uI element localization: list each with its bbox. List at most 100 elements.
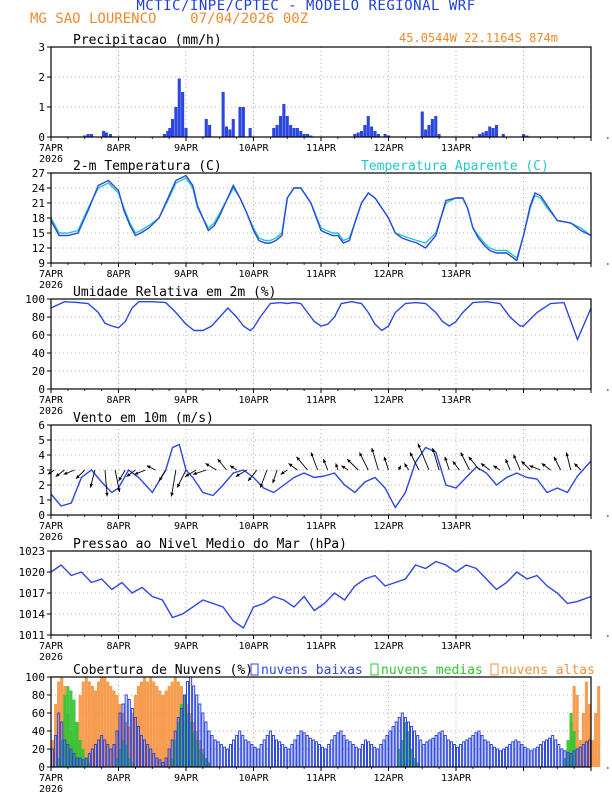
wind-arrow <box>171 469 177 497</box>
precip-bar <box>488 126 492 137</box>
cloud-bar-medium <box>72 699 76 767</box>
humidity-title: Umidade Relativa em 2m (%) <box>73 285 277 300</box>
cloud-bar-high <box>130 713 134 767</box>
wind-arrow-head <box>117 488 121 492</box>
temperature-series-line <box>50 177 592 260</box>
y-tick-label: 0 <box>38 761 45 774</box>
cloud-bar-low <box>452 744 457 768</box>
cloud-bar-medium <box>170 758 174 767</box>
cloud-bar-medium <box>406 731 410 767</box>
cloud-bar-low <box>210 735 214 768</box>
wind-arrow-head <box>574 463 579 468</box>
precip-bar <box>166 131 170 137</box>
cloud-bar-medium <box>66 686 70 767</box>
precip-bar <box>86 134 90 137</box>
precip-bar <box>228 129 232 137</box>
precip-panel: 0 1 2 3 7APR 8APR 9APR 10APR 11APR 12APR 13APR 2026… <box>38 33 609 165</box>
cloud-bar-high <box>133 695 137 767</box>
precip-bar <box>501 134 505 137</box>
cloud-bar-low <box>456 746 460 768</box>
wind-arrow-head <box>217 459 222 463</box>
precip-bar <box>521 134 526 137</box>
y-tick-label: 15 <box>32 227 45 240</box>
precip-bar <box>383 134 387 137</box>
precip-title: Precipitacao (mm/h) <box>73 33 222 48</box>
x-tick-label: 7APR <box>39 143 64 154</box>
wind-arrow-head <box>554 456 558 461</box>
cloud-bar-low <box>523 746 527 768</box>
cloud-bar-high <box>51 740 55 767</box>
y-tick-label: 80 <box>32 689 45 702</box>
precip-bar <box>104 132 108 137</box>
x-tick-label: 11APR <box>306 395 337 406</box>
cloud-bar-low <box>489 744 493 768</box>
y-tick-label: 1 <box>38 101 45 114</box>
wind-arrow-head <box>529 465 534 469</box>
precip-bar <box>478 134 482 137</box>
cloud-bar-medium <box>397 749 401 767</box>
cloud-bar-medium <box>127 758 131 767</box>
cloud-bar-high <box>597 686 601 767</box>
precip-bar <box>162 134 166 137</box>
precip-bar <box>170 119 175 137</box>
cloud-bar-high <box>106 681 110 767</box>
precip-bar <box>353 134 357 137</box>
precip-bar <box>491 128 495 137</box>
x-tick-label: 12APR <box>373 395 404 406</box>
cloud-bar-low <box>321 746 325 768</box>
cloud-bar-low <box>305 735 309 768</box>
x-tick-label: 10APR <box>238 143 269 154</box>
chart-header-location-date: MG SAO LOURENCO 07/04/2026 00Z <box>30 11 308 27</box>
wind-panel: 0 1 2 3 4 5 6 7APR 8APR 9APR 10APR 11APR 12APR 13APR 2… <box>38 411 609 543</box>
precip-bar <box>302 134 306 137</box>
cloud-bar-low <box>465 739 469 768</box>
cloud-bar-high <box>57 681 61 767</box>
cloud-bar-low <box>462 741 466 768</box>
wind-arrow-head <box>248 477 252 481</box>
location: MG SAO LOURENCO <box>30 11 157 27</box>
cloud-bar-high <box>149 677 153 767</box>
cloud-bar-high <box>164 690 168 767</box>
y-tick-label: 21 <box>32 197 45 210</box>
cloud-bar-low <box>437 732 441 768</box>
cloud-bar-low <box>468 737 472 768</box>
precip-bar <box>437 134 441 137</box>
precip-bar <box>424 129 428 137</box>
wind-arrow-head <box>565 452 569 457</box>
cloud-bar-low <box>357 748 361 768</box>
cloud-bar-low <box>434 735 438 768</box>
cloud-bar-medium <box>179 704 183 767</box>
precip-bar <box>241 107 245 137</box>
cloud-bar-low <box>363 739 368 768</box>
pressure-title: Pressao ao Nivel Medio do Mar (hPa) <box>73 537 347 552</box>
cloud-bar-medium <box>84 758 88 767</box>
cloud-bar-low <box>474 732 478 768</box>
precip-bar <box>231 119 235 137</box>
cloud-bar-medium <box>201 753 205 767</box>
precip-bar <box>174 107 178 137</box>
x-tick-label: 8APR <box>106 269 131 280</box>
cloud-bar-low <box>339 730 343 768</box>
wind-arrow-head <box>493 465 498 470</box>
cloud-bar-medium <box>173 740 177 767</box>
cloud-bar-low <box>296 735 300 768</box>
cloud-bar-low <box>425 741 429 768</box>
cloud-bar-low <box>526 748 530 768</box>
y-tick-label: 12 <box>32 242 45 255</box>
cloud-bar-low <box>557 744 561 768</box>
x-tick-label: 13APR <box>441 521 472 532</box>
precip-bar <box>494 125 499 137</box>
x-tick-label: 11APR <box>306 641 337 652</box>
station-coordinates: 45.0544W 22.1164S 874m <box>399 31 558 45</box>
wind-arrow-head <box>541 463 546 467</box>
cloud-bar-low <box>428 739 432 768</box>
cloud-bar-medium <box>115 758 119 767</box>
x-tick-label: 12APR <box>373 143 404 154</box>
cloud-bar-low <box>268 730 272 768</box>
cloud-bar-low <box>548 737 552 768</box>
wind-arrow-head <box>397 465 401 470</box>
precip-bar <box>177 78 181 137</box>
x-tick-label: 12APR <box>373 269 404 280</box>
cloud-bar-medium <box>409 749 414 767</box>
precip-bar <box>525 135 529 137</box>
